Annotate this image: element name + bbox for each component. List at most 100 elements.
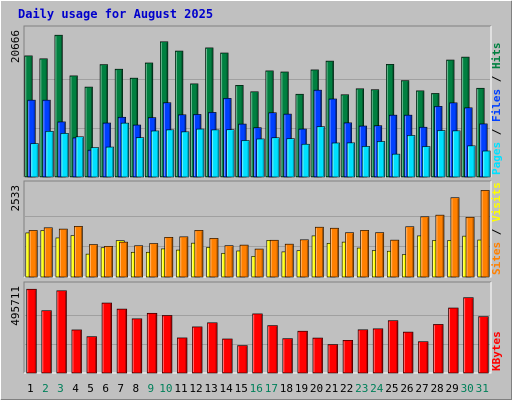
day-label-10: 10 bbox=[159, 382, 172, 395]
day-label-11: 11 bbox=[174, 382, 187, 395]
bar-body bbox=[387, 320, 399, 374]
bar-body bbox=[482, 150, 491, 178]
bar-sites-day-18 bbox=[284, 243, 294, 278]
day-label-22: 22 bbox=[340, 382, 353, 395]
day-label-15: 15 bbox=[235, 382, 248, 395]
bar-pages-day-1 bbox=[30, 143, 39, 178]
bar-body bbox=[403, 331, 414, 374]
day-label-21: 21 bbox=[325, 382, 338, 395]
series-pages bbox=[30, 122, 491, 178]
bar-body bbox=[315, 226, 324, 278]
bar-pages-day-22 bbox=[346, 142, 355, 178]
bar-body bbox=[297, 330, 308, 374]
bar-body bbox=[150, 130, 160, 178]
bar-kbytes-day-26 bbox=[403, 331, 414, 374]
bar-body bbox=[269, 239, 279, 278]
bar-kbytes-day-14 bbox=[222, 338, 233, 374]
bar-body bbox=[267, 325, 278, 374]
bar-pages-day-17 bbox=[271, 137, 280, 178]
bar-body bbox=[41, 310, 52, 374]
bar-body bbox=[405, 226, 415, 278]
bar-body bbox=[282, 338, 293, 374]
bar-sites-day-21 bbox=[330, 227, 339, 278]
day-label-13: 13 bbox=[204, 382, 217, 395]
bar-sites-day-3 bbox=[58, 228, 68, 278]
bar-sites-day-13 bbox=[209, 238, 219, 278]
bar-body bbox=[437, 130, 446, 178]
bar-body bbox=[375, 232, 385, 278]
bar-pages-day-7 bbox=[120, 122, 129, 178]
bar-body bbox=[74, 226, 83, 278]
bar-pages-day-4 bbox=[75, 136, 84, 178]
legend-pages: Pages bbox=[490, 142, 503, 175]
bar-sites-day-29 bbox=[450, 197, 460, 278]
panel-hits-files-pages: 20666 Pages / Files / Hits bbox=[9, 25, 503, 178]
bar-sites-day-22 bbox=[345, 232, 354, 278]
bar-sites-day-24 bbox=[375, 232, 385, 278]
bar-kbytes-day-2 bbox=[41, 310, 52, 374]
bar-kbytes-day-27 bbox=[418, 341, 429, 374]
day-label-4: 4 bbox=[72, 382, 79, 395]
bar-body bbox=[161, 315, 173, 374]
bar-kbytes-day-6 bbox=[101, 302, 112, 374]
bar-body bbox=[226, 129, 235, 178]
bar-body bbox=[346, 142, 355, 178]
bar-body bbox=[256, 138, 265, 178]
day-label-30: 30 bbox=[461, 382, 474, 395]
bar-body bbox=[299, 239, 309, 278]
bar-body bbox=[196, 128, 205, 178]
bar-body bbox=[342, 340, 354, 374]
bar-body bbox=[480, 190, 490, 278]
day-label-2: 2 bbox=[42, 382, 49, 395]
bar-kbytes-day-10 bbox=[161, 315, 173, 374]
bar-pages-day-6 bbox=[105, 146, 114, 178]
bar-body bbox=[71, 329, 82, 374]
max-value-label: 495711 bbox=[9, 286, 22, 326]
bar-body bbox=[211, 129, 220, 178]
bar-sites-day-1 bbox=[28, 230, 38, 278]
bar-body bbox=[252, 313, 263, 374]
bar-kbytes-day-11 bbox=[177, 337, 188, 374]
legend-hits: Hits bbox=[490, 43, 503, 70]
bar-kbytes-day-23 bbox=[357, 329, 369, 374]
bar-kbytes-day-28 bbox=[433, 324, 444, 374]
bar-body bbox=[43, 227, 53, 278]
day-label-28: 28 bbox=[430, 382, 443, 395]
bar-pages-day-2 bbox=[45, 131, 54, 178]
bar-kbytes-day-16 bbox=[252, 313, 263, 374]
bar-body bbox=[357, 329, 369, 374]
panel-visits-sites: 2533 Sites / Visits bbox=[9, 180, 503, 278]
bar-pages-day-18 bbox=[286, 138, 295, 178]
bar-sites-day-15 bbox=[239, 244, 249, 278]
day-label-16: 16 bbox=[250, 382, 263, 395]
bar-pages-day-10 bbox=[166, 129, 175, 178]
bar-body bbox=[179, 236, 189, 278]
series-legend: KBytes bbox=[490, 331, 503, 371]
bar-body bbox=[392, 153, 401, 178]
bar-body bbox=[478, 316, 489, 374]
bar-body bbox=[330, 227, 339, 278]
bar-body bbox=[345, 232, 354, 278]
day-label-27: 27 bbox=[415, 382, 428, 395]
legend-files: Files bbox=[490, 89, 503, 122]
series-legend: Sites / Visits bbox=[490, 182, 503, 275]
bar-body bbox=[86, 336, 97, 374]
bar-body bbox=[60, 133, 69, 178]
bar-body bbox=[467, 145, 476, 178]
bar-kbytes-day-17 bbox=[267, 325, 278, 374]
day-label-5: 5 bbox=[87, 382, 94, 395]
bar-pages-day-16 bbox=[256, 138, 265, 178]
bar-sites-day-23 bbox=[360, 230, 369, 278]
bar-kbytes-day-3 bbox=[56, 290, 67, 374]
bar-pages-day-13 bbox=[211, 129, 220, 178]
day-label-3: 3 bbox=[57, 382, 64, 395]
bar-body bbox=[90, 147, 99, 178]
bar-pages-day-3 bbox=[60, 133, 69, 178]
legend-kbytes: KBytes bbox=[490, 331, 503, 371]
bar-sites-day-7 bbox=[119, 241, 128, 278]
bar-body bbox=[360, 230, 369, 278]
bar-body bbox=[101, 302, 112, 374]
bar-body bbox=[146, 312, 158, 374]
